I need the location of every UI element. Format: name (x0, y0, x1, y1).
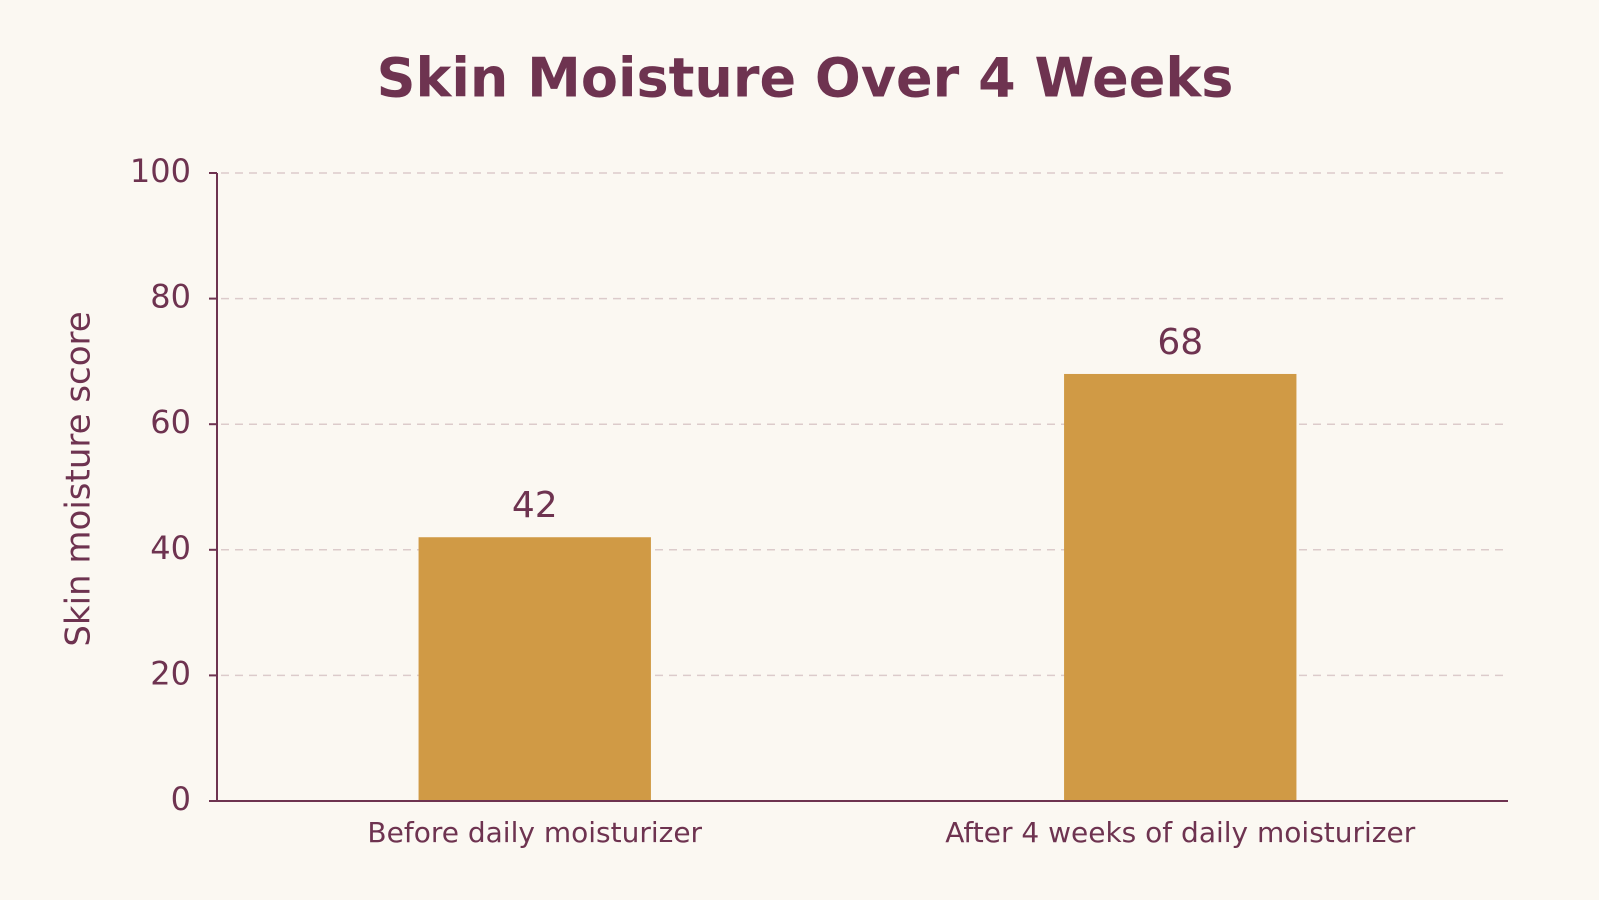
chart-title: Skin Moisture Over 4 Weeks (377, 47, 1234, 110)
bar (418, 537, 651, 801)
x-tick-label: After 4 weeks of daily moisturizer (945, 816, 1415, 849)
value-label: 68 (1157, 322, 1203, 363)
y-tick-label: 80 (150, 278, 191, 316)
y-tick-label: 60 (150, 403, 191, 441)
y-axis-label: Skin moisture score (59, 311, 99, 646)
bar (1064, 373, 1297, 801)
x-tick-label: Before daily moisturizer (367, 816, 702, 849)
value-label: 42 (512, 485, 558, 526)
y-tick-label: 20 (150, 654, 191, 692)
y-tick-label: 40 (150, 529, 191, 567)
y-tick-label: 100 (130, 152, 191, 190)
y-tick-label: 0 (171, 780, 191, 818)
